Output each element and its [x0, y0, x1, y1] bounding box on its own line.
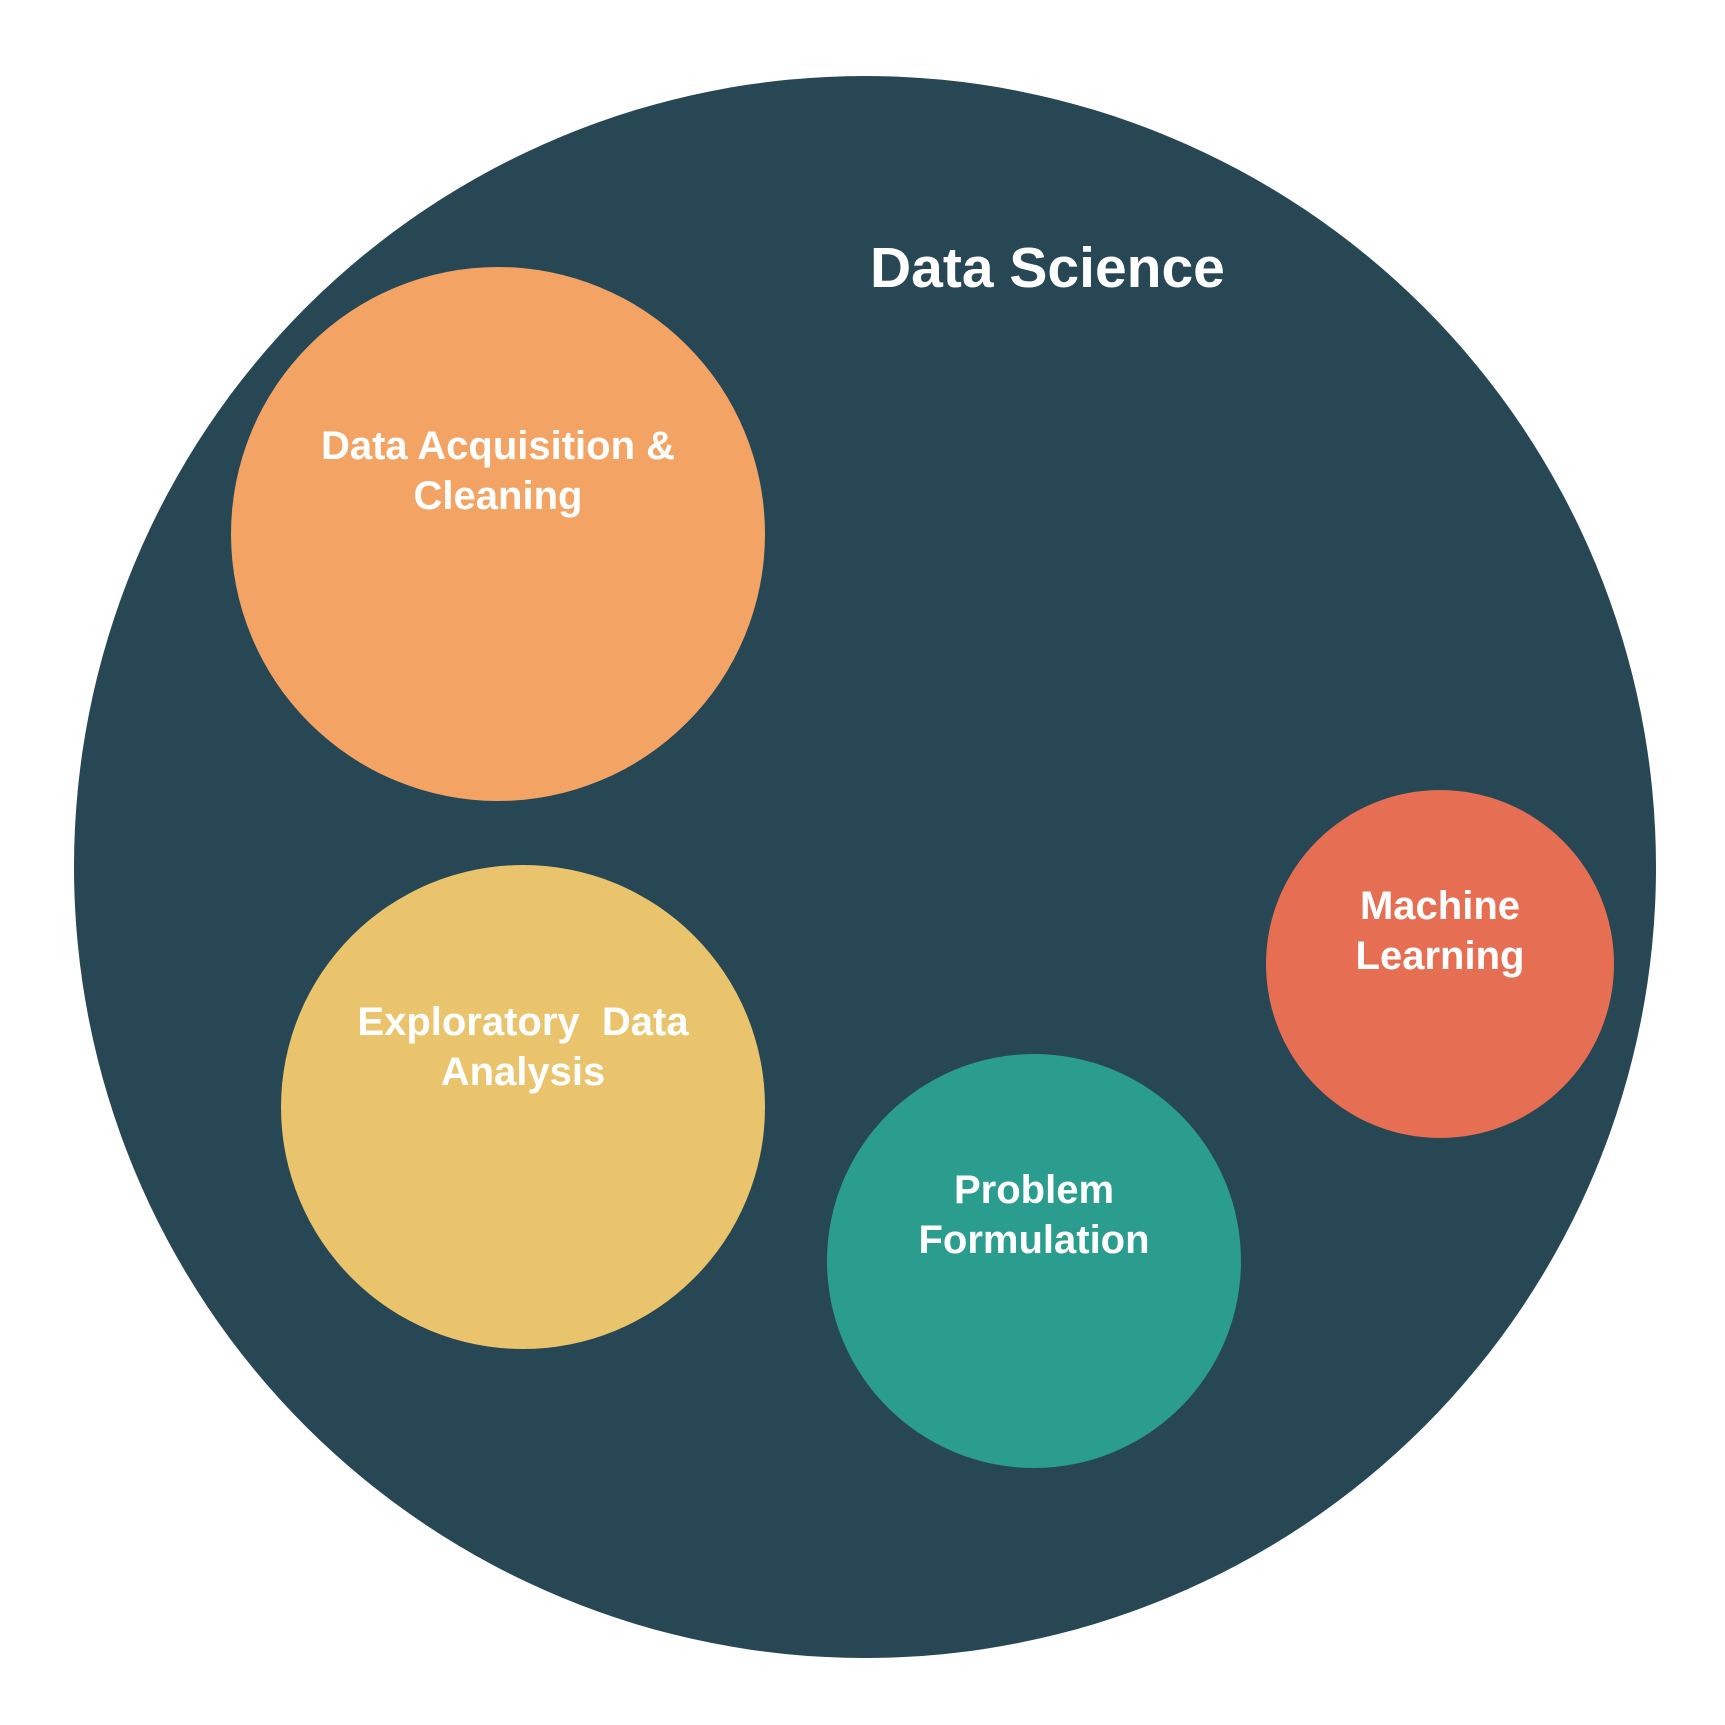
problem-formulation-circle: [827, 1054, 1241, 1468]
problem-formulation-label: Problem Formulation: [918, 1168, 1150, 1262]
exploratory-data-analysis-circle: [281, 865, 765, 1349]
data-acquisition-circle: [231, 267, 765, 801]
machine-learning-label: Machine Learning: [1355, 884, 1525, 978]
data-acquisition-label: Data Acquisition & Cleaning: [320, 424, 676, 518]
machine-learning-circle: [1266, 790, 1614, 1138]
exploratory-data-analysis-label: Exploratory Data Analysis: [357, 1000, 689, 1094]
diagram-title: Data Science: [870, 236, 1225, 300]
